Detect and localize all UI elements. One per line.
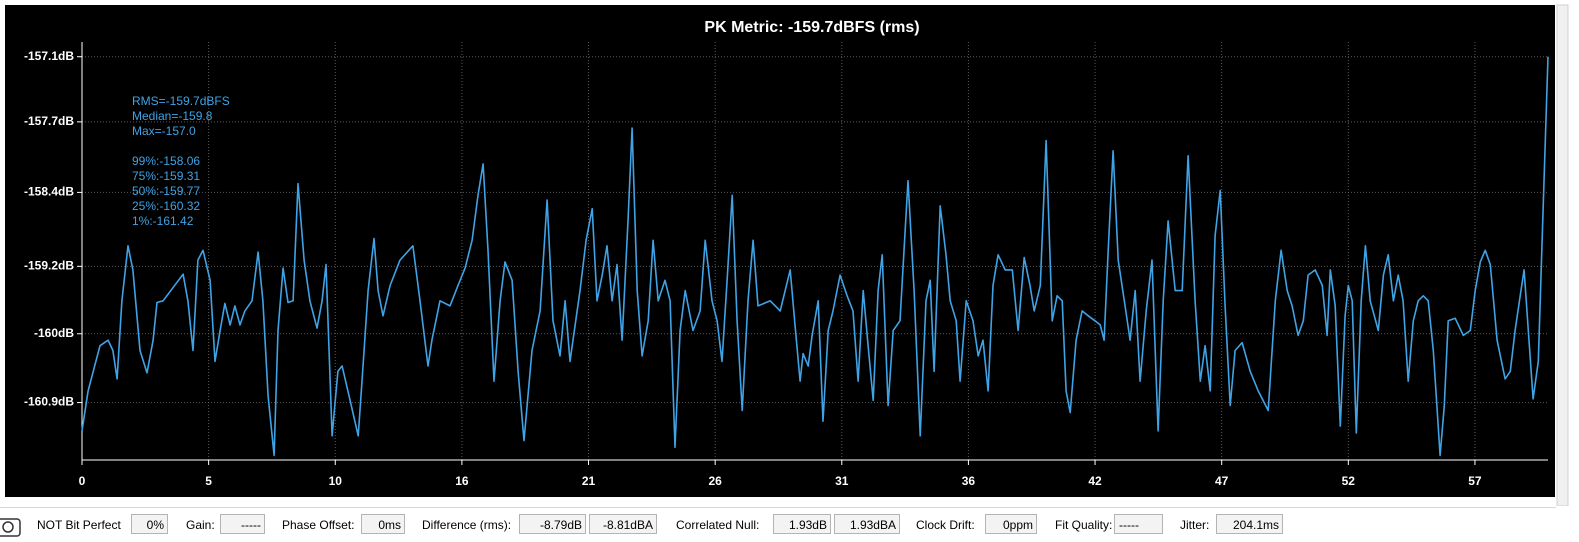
x-tick-label: 16 <box>455 474 469 488</box>
x-tick-label: 0 <box>79 474 86 488</box>
x-tick-label: 36 <box>962 474 976 488</box>
stats-annotation: RMS=-159.7dBFS <box>132 94 230 108</box>
stats-annotation: 99%:-158.06 <box>132 154 200 168</box>
status-label: Correlated Null: <box>676 518 760 532</box>
status-value: 0ms <box>361 514 405 534</box>
stats-annotation: 1%:-161.42 <box>132 214 194 228</box>
status-label: NOT Bit Perfect <box>37 518 121 532</box>
status-value: 0% <box>131 514 168 534</box>
scrollbar[interactable] <box>1556 4 1569 506</box>
status-label: Difference (rms): <box>422 518 512 532</box>
x-tick-label: 57 <box>1468 474 1482 488</box>
x-tick-label: 21 <box>582 474 596 488</box>
status-value: 204.1ms <box>1216 514 1283 534</box>
status-label: Phase Offset: <box>282 518 355 532</box>
status-value: -8.79dB <box>519 514 586 534</box>
x-tick-label: 47 <box>1215 474 1229 488</box>
stats-annotation: 25%:-160.32 <box>132 199 200 213</box>
status-value: 1.93dBA <box>834 514 900 534</box>
stats-annotation: 50%:-159.77 <box>132 184 200 198</box>
stats-annotation: Median=-159.8 <box>132 109 213 123</box>
status-value: 0ppm <box>985 514 1037 534</box>
chart-background <box>5 5 1555 497</box>
status-value: 1.93dB <box>773 514 831 534</box>
x-tick-label: 26 <box>708 474 722 488</box>
status-value: ----- <box>1114 514 1163 534</box>
y-tick-label: -160.9dB <box>24 395 74 409</box>
status-value: ----- <box>220 514 265 534</box>
x-tick-label: 31 <box>835 474 849 488</box>
status-label: Fit Quality: <box>1055 518 1113 532</box>
x-tick-label: 52 <box>1342 474 1356 488</box>
status-value: -8.81dBA <box>589 514 657 534</box>
stats-annotation: 75%:-159.31 <box>132 169 200 183</box>
y-tick-label: -160dB <box>34 326 74 340</box>
y-tick-label: -157.7dB <box>24 114 74 128</box>
x-tick-label: 10 <box>329 474 343 488</box>
x-tick-label: 42 <box>1088 474 1102 488</box>
status-label: Jitter: <box>1180 518 1210 532</box>
data-line <box>81 56 1549 457</box>
status-separator <box>0 507 1556 508</box>
y-tick-label: -159.2dB <box>24 259 74 273</box>
y-tick-label: -158.4dB <box>24 185 74 199</box>
x-tick-label: 5 <box>205 474 212 488</box>
stats-annotation: Max=-157.0 <box>132 124 196 138</box>
camera-icon[interactable] <box>0 513 24 539</box>
y-tick-label: -157.1dB <box>24 49 74 63</box>
status-label: Clock Drift: <box>916 518 975 532</box>
status-label: Gain: <box>186 518 215 532</box>
chart-title: PK Metric: -159.7dBFS (rms) <box>704 19 919 36</box>
chart: PK Metric: -159.7dBFS (rms) -157.1dB -157… <box>5 4 1569 506</box>
